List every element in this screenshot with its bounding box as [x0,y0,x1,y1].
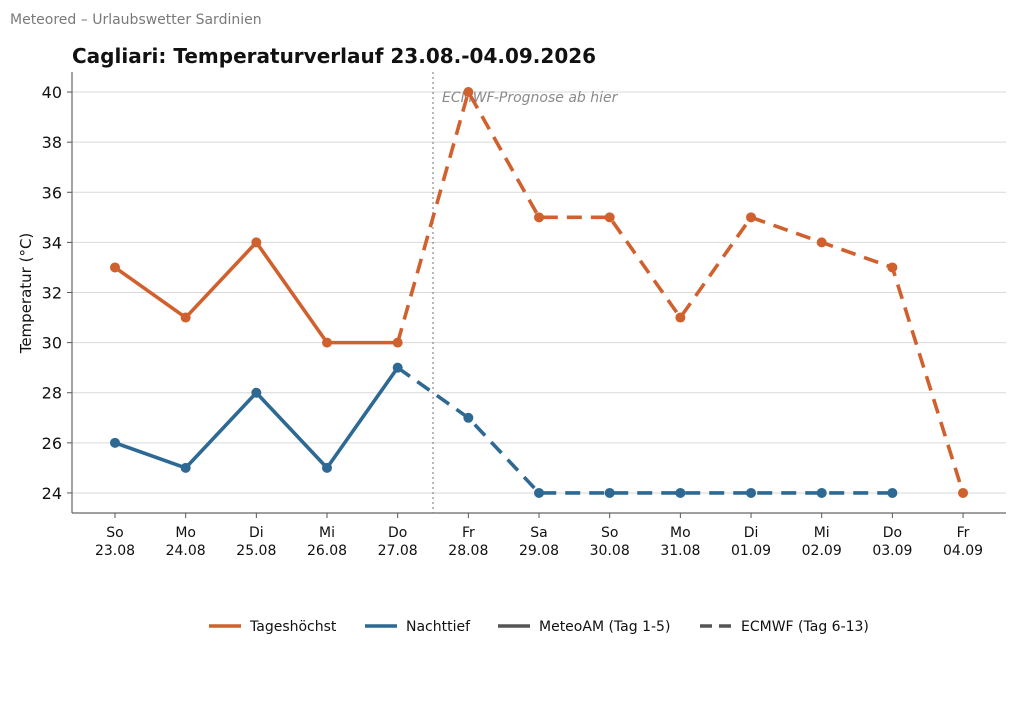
source-label: Meteored – Urlaubswetter Sardinien [10,12,262,28]
x-tick-label-date: 28.08 [448,543,488,559]
x-tick-label-weekday: Fr [957,525,970,541]
data-point [675,487,686,498]
data-point [746,212,757,223]
data-point [887,262,898,273]
data-point [392,362,403,373]
forecast-annotation: ECMWF-Prognose ab hier [442,90,619,106]
x-tick-label-date: 31.08 [660,543,700,559]
data-point [110,437,120,448]
x-tick-label-weekday: Mo [175,525,196,541]
data-point [534,487,545,498]
data-point [675,312,686,323]
data-point [392,337,403,348]
y-tick-label: 34 [42,233,62,252]
y-tick-label: 38 [42,133,62,152]
x-tick-label-date: 04.09 [943,543,983,559]
y-axis-label: Temperatur (°C) [17,233,35,355]
data-point [604,212,615,223]
legend-label: ECMWF (Tag 6-13) [741,619,869,635]
y-tick-label: 26 [42,434,62,453]
x-tick-label-date: 02.09 [802,543,842,559]
x-tick-label-date: 29.08 [519,543,559,559]
x-tick-label-weekday: Fr [462,525,475,541]
data-point [251,237,262,248]
plot-area: 24 26 28 30 32 34 36 38 40 So 23.08 Mo 24.08 Di 25.08 M… [42,72,1006,635]
data-point [604,487,615,498]
series-line-dashed [396,366,893,495]
data-point [816,237,827,248]
x-tick-label-date: 30.08 [590,543,630,559]
series-line-dashed [395,90,965,494]
chart-title: Cagliari: Temperaturverlauf 23.08.-04.09… [72,44,596,68]
x-tick-label-date: 01.09 [731,543,771,559]
data-point [322,337,333,348]
y-tick-label: 30 [42,334,62,353]
x-tick-label-date: 25.08 [236,543,276,559]
y-tick-label: 24 [42,484,62,503]
legend-label: Tageshöchst [249,619,337,635]
data-point [251,387,262,398]
data-point [746,487,757,498]
x-tick-label-weekday: Sa [530,525,547,541]
x-tick-label-weekday: Do [883,525,902,541]
y-tick-label: 36 [42,183,62,202]
x-tick-label-weekday: Mo [670,525,691,541]
data-point [463,412,474,423]
x-tick-label-weekday: Di [249,525,264,541]
x-tick-label-weekday: Do [388,525,407,541]
data-point [322,462,333,473]
data-point [110,262,120,273]
data-point [180,312,191,323]
x-tick-label-date: 03.09 [872,543,912,559]
data-point [463,87,474,98]
y-tick-label: 28 [42,384,62,403]
data-point [180,462,191,473]
x-tick-label-weekday: So [601,525,618,541]
x-tick-label-date: 27.08 [378,543,418,559]
x-tick-label-weekday: Di [744,525,759,541]
x-tick-label-weekday: So [106,525,123,541]
y-tick-label: 40 [42,83,62,102]
data-point [958,487,969,498]
y-tick-label: 32 [42,284,62,303]
x-tick-label-weekday: Mi [814,525,830,541]
x-tick-label-weekday: Mi [319,525,335,541]
legend-label: Nachttief [406,619,471,635]
data-point [887,487,898,498]
data-point [816,487,827,498]
x-tick-label-date: 24.08 [166,543,206,559]
series-line-solid [113,365,400,470]
legend-label: MeteoAM (Tag 1-5) [539,619,670,635]
x-tick-label-date: 26.08 [307,543,347,559]
data-point [534,212,545,223]
x-tick-label-date: 23.08 [95,543,135,559]
